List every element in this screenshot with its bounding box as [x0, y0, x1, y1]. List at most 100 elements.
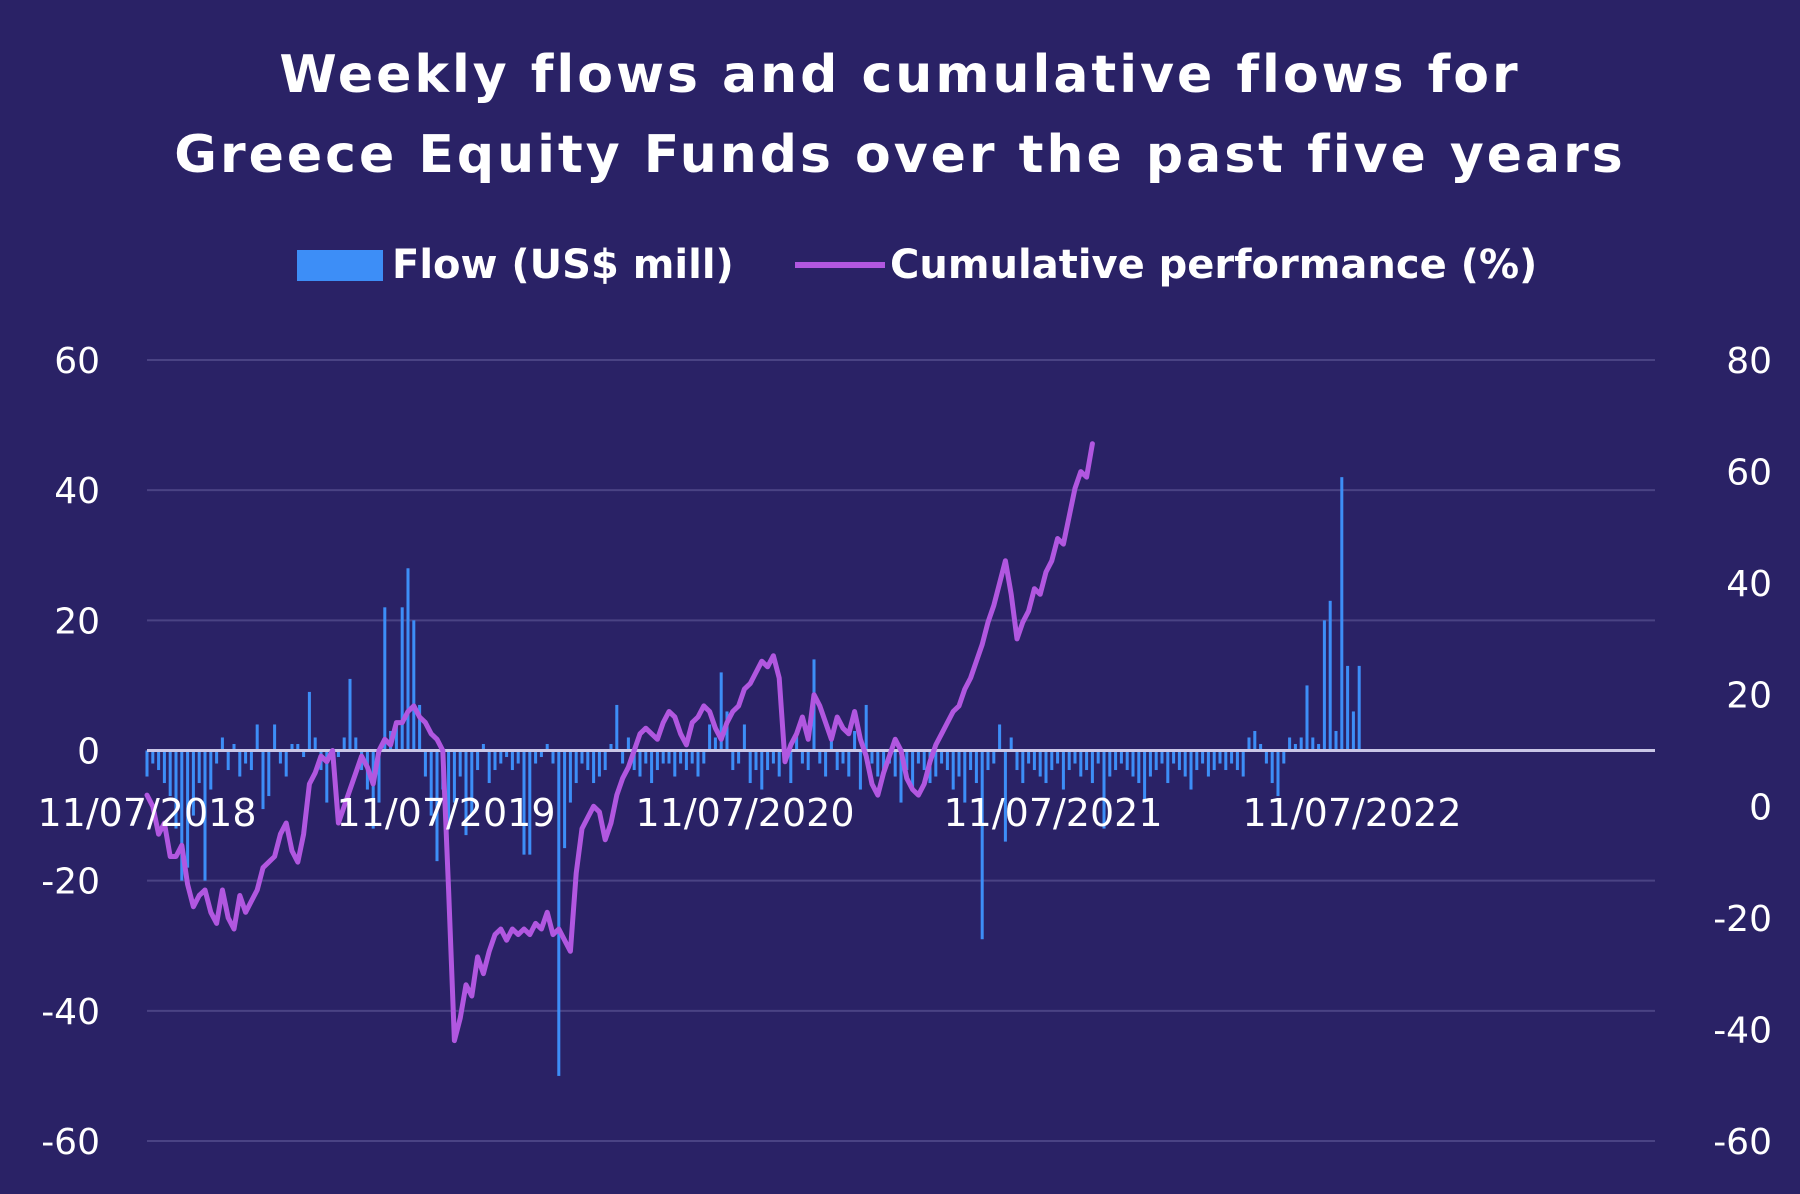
flow-bar	[998, 724, 1002, 751]
flow-bar	[145, 750, 149, 777]
flow-bar	[1015, 750, 1019, 771]
flow-bar	[1276, 750, 1280, 797]
right-tick-label: 40	[1726, 564, 1772, 605]
x-tick-label: 11/07/2022	[1242, 791, 1461, 835]
flow-bar	[284, 750, 288, 777]
flow-bar	[545, 743, 549, 751]
flow-bar	[800, 750, 804, 764]
flow-bar	[278, 750, 282, 764]
flow-bar	[302, 750, 306, 758]
flow-bar	[760, 750, 764, 790]
flow-bar	[394, 724, 398, 751]
flow-bar	[1351, 711, 1355, 751]
flow-bar	[806, 750, 810, 771]
right-tick-label: 20	[1726, 676, 1772, 717]
flow-bar	[737, 750, 741, 764]
flow-bar	[592, 750, 596, 784]
flow-bar	[574, 750, 578, 784]
flow-bar	[1102, 750, 1106, 829]
flow-bar	[1299, 737, 1303, 751]
flow-bar	[1021, 750, 1025, 784]
flow-bar	[1114, 750, 1118, 771]
flow-bar	[980, 750, 984, 940]
flow-bar	[1340, 477, 1344, 751]
flow-bar	[1270, 750, 1274, 784]
flow-bar	[1131, 750, 1135, 777]
legend-performance-label: Cumulative performance (%)	[890, 242, 1537, 288]
flow-bar	[644, 750, 648, 764]
flow-bar	[638, 750, 642, 777]
flow-bar	[841, 750, 845, 764]
flow-bar	[162, 750, 166, 784]
flow-bar	[423, 750, 427, 777]
left-tick-label: 20	[54, 601, 100, 642]
flow-bar	[412, 620, 416, 751]
flow-bar	[1230, 750, 1234, 764]
flow-bar	[325, 750, 329, 803]
flow-bar	[957, 750, 961, 777]
flow-bar	[1073, 750, 1077, 764]
x-tick-label: 11/07/2020	[635, 791, 854, 835]
flow-bar	[1334, 730, 1338, 751]
flow-bar	[1154, 750, 1158, 771]
flow-bar	[348, 678, 352, 751]
flow-bar	[1224, 750, 1228, 771]
flow-bar	[847, 750, 851, 777]
flow-bar	[1096, 750, 1100, 764]
flow-bar	[864, 704, 868, 751]
flow-bar	[632, 750, 636, 771]
flow-bar	[209, 750, 213, 790]
flow-bar	[899, 750, 903, 803]
flow-bar	[580, 750, 584, 764]
right-tick-label: -60	[1713, 1122, 1772, 1163]
flow-bar	[795, 730, 799, 751]
flow-bar	[151, 750, 155, 764]
flow-bar	[354, 737, 358, 751]
flow-bar	[539, 750, 543, 758]
flow-bar	[296, 743, 300, 751]
flow-bar	[1317, 743, 1321, 751]
flow-bar	[371, 750, 375, 829]
flow-bar	[702, 750, 706, 764]
flow-bar	[748, 750, 752, 784]
flow-bar	[307, 691, 311, 751]
flow-bar	[1322, 620, 1326, 751]
right-axis-ticks: 80 60 40 20 0 -20 -40 -60	[1713, 341, 1772, 1163]
flow-bar	[290, 743, 294, 751]
flow-bar	[528, 750, 532, 855]
left-tick-label: -40	[41, 992, 100, 1033]
flow-bar	[220, 737, 224, 751]
flow-bar	[1044, 750, 1048, 784]
flow-bar	[922, 750, 926, 771]
flow-bar	[1143, 750, 1147, 803]
flow-bar	[940, 750, 944, 764]
flow-bar	[215, 750, 219, 764]
flow-bar	[1311, 737, 1315, 751]
flow-bar	[835, 750, 839, 771]
flow-bar	[157, 750, 161, 771]
flow-bar	[429, 750, 433, 816]
right-tick-label: -40	[1713, 1010, 1772, 1051]
flow-bar	[777, 750, 781, 777]
flow-bar	[713, 737, 717, 751]
flow-bar	[1079, 750, 1083, 777]
flow-bar	[505, 750, 509, 758]
flow-bar	[911, 750, 915, 790]
x-axis-ticks: 11/07/2018 11/07/2019 11/07/2020 11/07/2021…	[37, 791, 1461, 835]
flow-bar	[273, 724, 277, 751]
flow-bar	[1328, 600, 1332, 751]
chart-title-line-1: Weekly flows and cumulative flows for	[279, 45, 1520, 105]
flow-bar	[963, 750, 967, 803]
flow-bar	[499, 750, 503, 764]
left-tick-label: -60	[41, 1122, 100, 1163]
flow-bar	[992, 750, 996, 764]
flow-bar	[1125, 750, 1129, 771]
flow-bar	[1259, 743, 1263, 751]
flow-bar	[406, 568, 410, 751]
flow-bar	[1282, 750, 1286, 764]
flow-bar	[661, 750, 665, 764]
flow-bar	[238, 750, 242, 777]
flow-bar	[853, 730, 857, 751]
flow-bar	[731, 750, 735, 771]
x-tick-label: 11/07/2021	[943, 791, 1162, 835]
